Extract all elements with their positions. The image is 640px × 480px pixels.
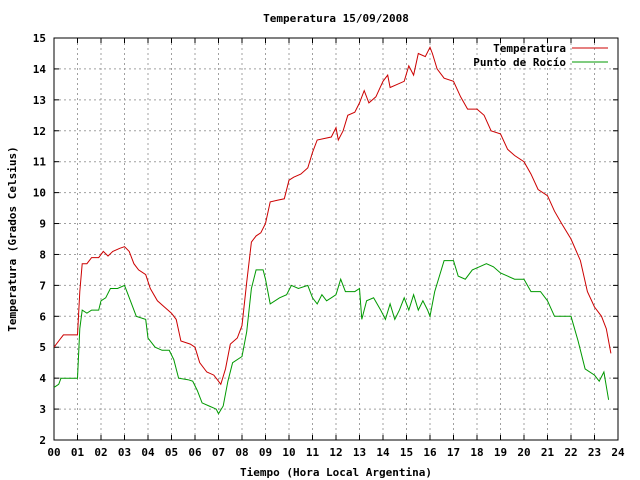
legend-label-punto-de-rocio: Punto de Rocío xyxy=(473,56,566,69)
y-tick-label: 13 xyxy=(33,94,46,107)
x-tick-label: 17 xyxy=(447,446,460,459)
grid-lines xyxy=(54,38,618,440)
series-layer xyxy=(53,46,612,415)
x-tick-label: 20 xyxy=(517,446,530,459)
y-tick-label: 12 xyxy=(33,125,46,138)
y-tick-label: 2 xyxy=(39,434,46,447)
x-tick-label: 23 xyxy=(588,446,601,459)
y-tick-label: 9 xyxy=(39,218,46,231)
y-tick-label: 10 xyxy=(33,187,46,200)
x-tick-label: 19 xyxy=(494,446,507,459)
y-tick-label: 11 xyxy=(33,156,47,169)
y-tick-label: 4 xyxy=(39,372,46,385)
x-tick-label: 08 xyxy=(235,446,248,459)
legend-label-temperatura: Temperatura xyxy=(493,42,566,55)
y-tick-label: 5 xyxy=(39,341,46,354)
y-axis-label: Temperatura (Grados Celsius) xyxy=(6,146,19,331)
x-tick-label: 04 xyxy=(141,446,155,459)
legend: Temperatura Punto de Rocío xyxy=(473,42,608,69)
x-tick-label: 14 xyxy=(376,446,390,459)
x-tick-label: 12 xyxy=(329,446,342,459)
x-tick-label: 07 xyxy=(212,446,225,459)
x-tick-label: 05 xyxy=(165,446,178,459)
x-tick-label: 06 xyxy=(188,446,202,459)
chart-title: Temperatura 15/09/2008 xyxy=(263,12,409,25)
axis-ticks: 00 01 02 03 04 05 06 07 08 09 10 11 12 13 14 15 16 17 18 19… xyxy=(33,32,625,459)
x-tick-label: 03 xyxy=(118,446,131,459)
y-tick-label: 15 xyxy=(33,32,46,45)
y-tick-label: 7 xyxy=(39,279,46,292)
x-axis-label: Tiempo (Hora Local Argentina) xyxy=(240,466,432,479)
x-tick-label: 00 xyxy=(47,446,60,459)
x-tick-label: 13 xyxy=(353,446,366,459)
y-tick-label: 6 xyxy=(39,310,46,323)
x-tick-label: 09 xyxy=(259,446,272,459)
x-tick-label: 01 xyxy=(71,446,85,459)
x-tick-label: 24 xyxy=(611,446,625,459)
y-tick-label: 3 xyxy=(39,403,46,416)
x-tick-label: 15 xyxy=(400,446,413,459)
series-line-temperatura xyxy=(53,46,612,386)
x-tick-label: 11 xyxy=(306,446,320,459)
y-tick-label: 14 xyxy=(33,63,47,76)
series-line-punto-de-rocio xyxy=(53,260,610,415)
x-tick-label: 02 xyxy=(94,446,107,459)
x-tick-label: 22 xyxy=(564,446,577,459)
x-tick-label: 16 xyxy=(423,446,437,459)
y-tick-label: 8 xyxy=(39,248,46,261)
x-tick-label: 10 xyxy=(282,446,295,459)
x-tick-label: 21 xyxy=(541,446,555,459)
x-tick-label: 18 xyxy=(470,446,483,459)
